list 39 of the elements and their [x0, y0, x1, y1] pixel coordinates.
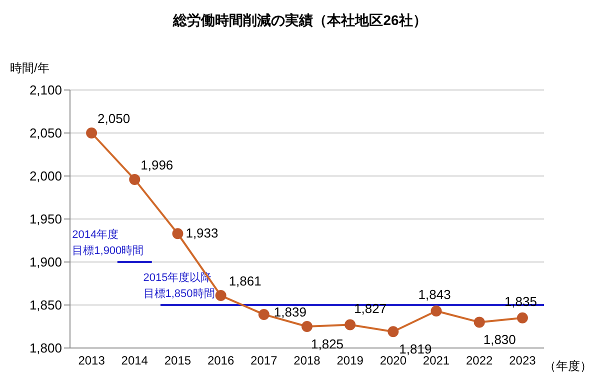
- x-tick-label: 2022: [466, 354, 494, 368]
- y-tick-label: 1,950: [29, 212, 62, 227]
- x-tick-label: 2023: [509, 354, 536, 368]
- point: [215, 290, 226, 302]
- y-axis-title: 時間/年: [10, 60, 50, 77]
- data-label: 1,933: [186, 226, 218, 241]
- data-label: 1,843: [418, 287, 451, 302]
- point: [344, 319, 356, 330]
- data-label: 1,839: [274, 304, 306, 320]
- ref-line-label: 2014年度目標1,900時間: [72, 228, 144, 257]
- x-axis-title: （年度）: [544, 358, 592, 375]
- point: [258, 308, 270, 320]
- x-tick-label: 2018: [294, 354, 321, 368]
- data-label: 1,861: [228, 274, 262, 289]
- y-tick-label: 1,800: [29, 340, 62, 356]
- y-tick-label: 2,050: [29, 126, 62, 141]
- chart-title: 総労働時間削減の実績（本社地区26社）: [172, 12, 428, 30]
- data-label: 1,996: [140, 157, 174, 172]
- point: [302, 321, 312, 332]
- point: [516, 312, 528, 324]
- point: [129, 174, 140, 185]
- point: [430, 306, 442, 317]
- x-tick-label: 2017: [250, 354, 278, 368]
- data-label: 2,050: [98, 111, 130, 126]
- y-tick-label: 2,100: [29, 82, 62, 98]
- point: [388, 326, 399, 338]
- x-tick-label: 2019: [336, 354, 364, 368]
- y-tick-label: 1,900: [29, 254, 62, 270]
- point: [86, 128, 98, 138]
- data-label: 1,825: [311, 336, 344, 352]
- y-tick-label: 2,000: [29, 168, 62, 184]
- x-tick-label: 2014: [121, 354, 148, 368]
- x-tick-label: 2013: [78, 354, 106, 368]
- data-label: 1,830: [483, 332, 516, 348]
- point: [474, 316, 485, 328]
- x-tick-label: 2015: [164, 354, 192, 368]
- y-tick-label: 1,850: [29, 298, 62, 313]
- point: [172, 228, 184, 240]
- x-tick-label: 2016: [207, 354, 234, 368]
